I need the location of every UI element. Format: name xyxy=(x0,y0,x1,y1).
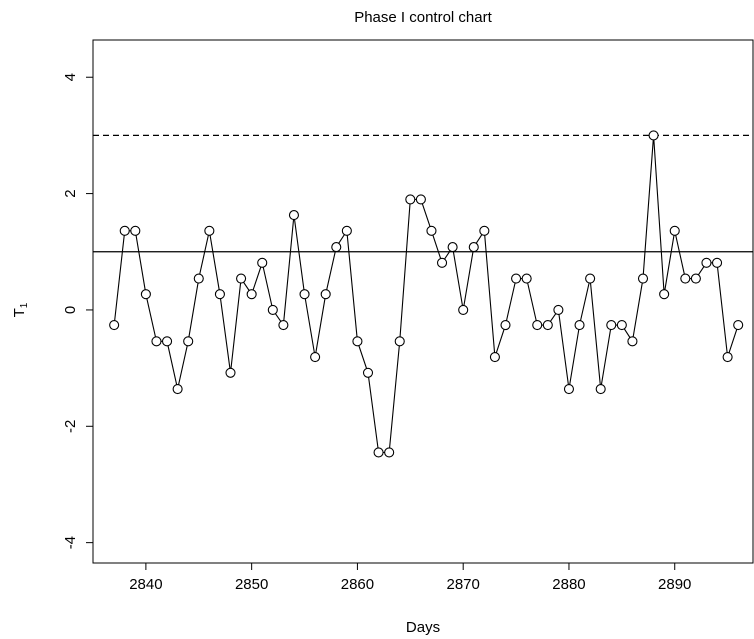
data-point xyxy=(616,320,627,331)
data-point xyxy=(722,352,733,363)
x-tick-label: 2860 xyxy=(341,576,374,593)
data-point xyxy=(119,225,130,236)
y-tick-label: 4 xyxy=(62,73,79,81)
data-point xyxy=(394,336,405,347)
y-tick-label-group: 4 xyxy=(62,73,79,81)
data-point xyxy=(701,257,712,268)
data-line xyxy=(113,135,739,454)
data-point xyxy=(711,257,723,268)
data-point xyxy=(532,320,543,331)
data-point xyxy=(225,367,236,378)
data-point xyxy=(595,384,606,395)
y-tick-label: 0 xyxy=(62,306,79,314)
data-point xyxy=(500,320,511,331)
data-point xyxy=(574,320,585,331)
x-tick-label: 2880 xyxy=(552,576,585,593)
data-point xyxy=(585,273,596,284)
x-axis-label: Days xyxy=(406,619,440,636)
data-point xyxy=(637,273,649,284)
y-tick-label-group: 2 xyxy=(62,189,79,197)
data-point xyxy=(214,289,225,300)
data-point xyxy=(542,320,553,331)
data-point xyxy=(606,320,617,331)
chart-title: Phase I control chart xyxy=(354,9,492,26)
y-axis-label: T1 xyxy=(11,302,30,317)
data-point xyxy=(193,273,204,284)
data-point xyxy=(669,225,680,236)
data-point xyxy=(151,336,162,347)
data-point xyxy=(299,289,310,300)
y-tick-label-group: -2 xyxy=(62,420,79,433)
y-tick-label-group: -4 xyxy=(62,536,79,549)
data-point xyxy=(172,384,183,395)
data-point xyxy=(204,225,215,236)
data-point xyxy=(733,320,744,331)
data-point xyxy=(130,225,141,236)
y-tick-label: 2 xyxy=(62,189,79,197)
y-tick-label: -2 xyxy=(62,420,79,433)
data-point xyxy=(236,273,247,284)
data-point xyxy=(109,320,120,331)
data-point xyxy=(479,225,490,236)
data-point xyxy=(384,447,395,458)
data-point xyxy=(659,289,670,300)
data-point xyxy=(436,257,448,268)
data-point xyxy=(341,225,352,236)
data-point xyxy=(352,336,363,347)
y-label-main: T xyxy=(11,308,28,317)
data-point xyxy=(362,367,374,378)
data-point xyxy=(415,194,426,205)
data-point xyxy=(405,194,416,205)
data-point xyxy=(648,130,659,141)
x-tick-label: 2840 xyxy=(129,576,162,593)
data-point xyxy=(680,273,691,284)
data-point xyxy=(320,289,331,300)
data-point xyxy=(140,289,151,300)
y-tick-label-group: 0 xyxy=(62,306,79,314)
data-point xyxy=(161,336,173,347)
y-label-subscript: 1 xyxy=(19,302,30,308)
y-axis-label-text: T1 xyxy=(11,302,30,317)
data-point xyxy=(458,304,469,315)
data-point xyxy=(690,273,701,284)
data-point xyxy=(521,273,532,284)
data-point xyxy=(373,447,384,458)
data-point xyxy=(627,336,638,347)
y-tick-label: -4 xyxy=(62,536,79,549)
data-point xyxy=(489,352,500,363)
data-point xyxy=(447,242,458,253)
x-tick-label: 2870 xyxy=(447,576,480,593)
plot-frame xyxy=(92,39,754,564)
data-point xyxy=(267,304,278,315)
x-tick-label: 2890 xyxy=(658,576,691,593)
data-point xyxy=(331,242,342,253)
data-point xyxy=(468,242,479,253)
data-point xyxy=(310,352,321,363)
data-point xyxy=(553,304,564,315)
data-point xyxy=(183,336,194,347)
data-point xyxy=(288,210,300,221)
data-point xyxy=(246,289,257,300)
data-point xyxy=(563,384,575,395)
data-point xyxy=(426,225,437,236)
x-tick-label: 2850 xyxy=(235,576,268,593)
data-point xyxy=(257,257,268,268)
data-point xyxy=(278,320,289,331)
data-point xyxy=(511,273,522,284)
